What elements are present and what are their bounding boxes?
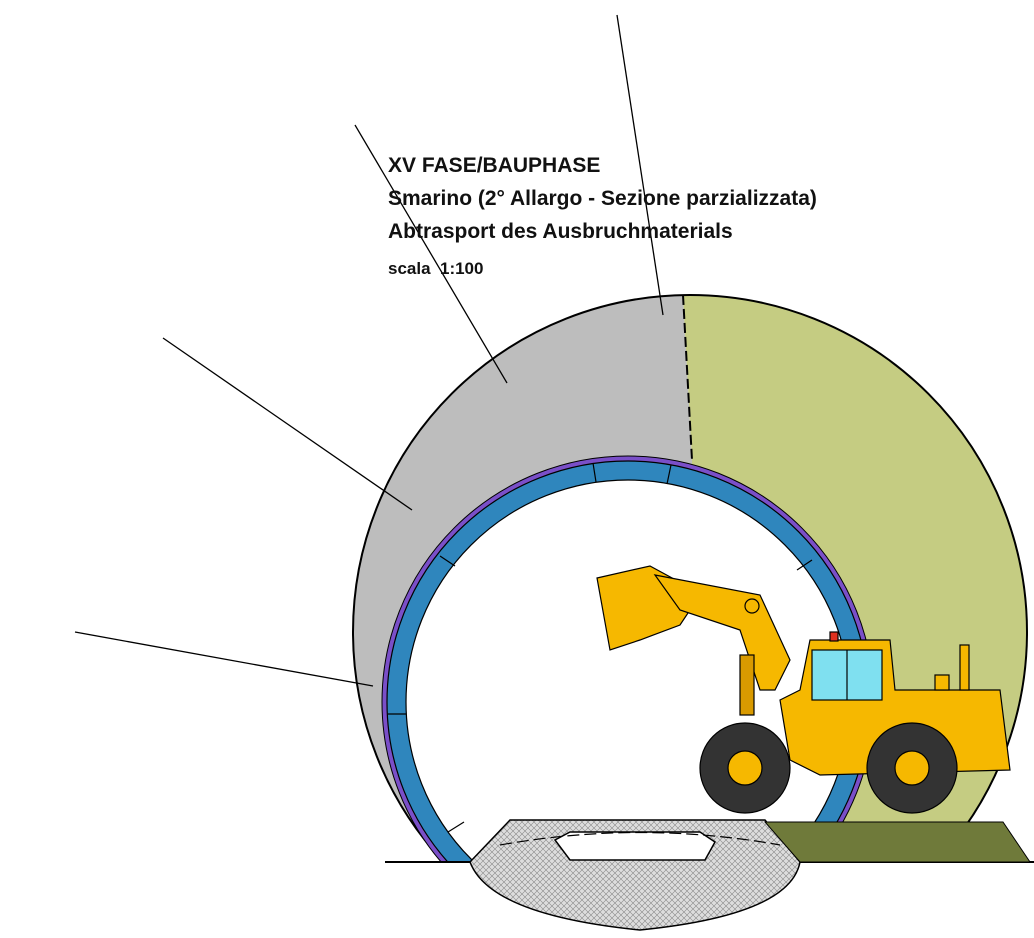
invert bbox=[469, 819, 801, 931]
haul-road bbox=[763, 821, 1031, 863]
subtitle-de: Abtrasport des Ausbruchmaterials bbox=[388, 220, 733, 243]
ring-joints bbox=[388, 462, 813, 833]
invert-dash bbox=[499, 831, 781, 846]
scale: scala 1:100 bbox=[388, 259, 483, 278]
wheel-loader bbox=[596, 565, 1011, 814]
leader-lines bbox=[74, 14, 664, 687]
drain bbox=[553, 831, 716, 861]
title: XV FASE/BAUPHASE bbox=[388, 154, 600, 177]
subtitle-it: Smarino (2° Allargo - Sezione parzializz… bbox=[388, 187, 817, 210]
